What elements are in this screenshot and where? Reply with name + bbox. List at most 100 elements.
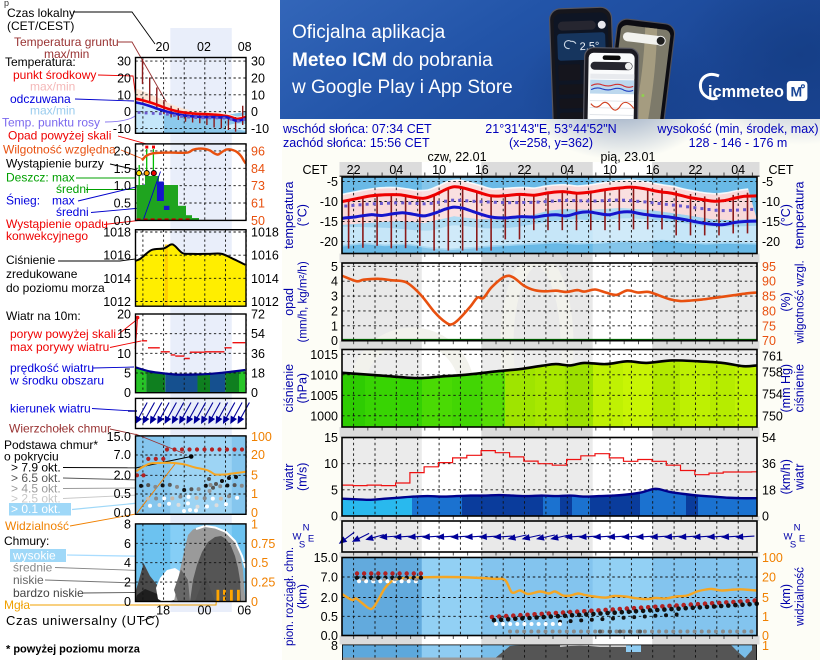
- svg-text:10: 10: [603, 163, 617, 177]
- svg-text:do poziomu morza: do poziomu morza: [6, 281, 105, 295]
- svg-text:0: 0: [251, 506, 258, 520]
- svg-text:95: 95: [762, 260, 776, 274]
- svg-text:10: 10: [432, 163, 446, 177]
- svg-text:temperatura: temperatura: [793, 181, 807, 248]
- svg-text:18: 18: [156, 604, 170, 618]
- svg-text:22: 22: [347, 163, 361, 177]
- svg-text:5: 5: [762, 591, 769, 605]
- svg-text:W: W: [293, 532, 302, 543]
- svg-text:5: 5: [331, 483, 338, 497]
- svg-text:1010: 1010: [310, 368, 338, 382]
- svg-text:Podstawa chmur*: Podstawa chmur*: [4, 438, 98, 452]
- svg-text:Meteo ICM do pobrania: Meteo ICM do pobrania: [292, 50, 493, 71]
- svg-text:w środku obszaru: w środku obszaru: [9, 374, 104, 388]
- svg-text:kierunek wiatru: kierunek wiatru: [10, 402, 91, 416]
- svg-text:50: 50: [251, 214, 265, 228]
- svg-text:16: 16: [646, 163, 660, 177]
- svg-text:0.5: 0.5: [114, 487, 131, 501]
- svg-text:Czas uniwersalny (UTC): Czas uniwersalny (UTC): [6, 613, 160, 628]
- svg-text:10: 10: [251, 88, 265, 102]
- svg-text:> 0.1 okt.: > 0.1 okt.: [11, 502, 61, 516]
- svg-text:128 - 146 - 176 m: 128 - 146 - 176 m: [689, 136, 788, 150]
- svg-text:-5: -5: [762, 175, 773, 189]
- svg-text:2.0: 2.0: [114, 468, 131, 482]
- svg-text:1016: 1016: [251, 249, 279, 263]
- svg-text:0.5: 0.5: [321, 610, 338, 624]
- svg-text:* powyżej poziomu morza: * powyżej poziomu morza: [6, 644, 141, 656]
- svg-text:06: 06: [237, 604, 251, 618]
- svg-text:20: 20: [156, 40, 170, 54]
- svg-text:icmmeteo: icmmeteo: [708, 82, 784, 101]
- svg-text:30: 30: [251, 55, 265, 69]
- svg-text:E: E: [799, 534, 805, 545]
- svg-text:758: 758: [762, 366, 783, 380]
- svg-text:10: 10: [117, 88, 131, 102]
- svg-text:1: 1: [762, 610, 769, 624]
- svg-text:opad: opad: [282, 288, 296, 316]
- svg-text:1015: 1015: [310, 348, 338, 362]
- svg-text:0: 0: [124, 105, 131, 119]
- svg-text:20: 20: [762, 571, 776, 585]
- svg-text:761: 761: [762, 349, 783, 363]
- svg-text:1018: 1018: [103, 226, 131, 240]
- svg-text:> 2.5 okt.: > 2.5 okt.: [11, 492, 61, 506]
- svg-text:Temperatura gruntu: Temperatura gruntu: [14, 35, 119, 49]
- svg-text:0: 0: [331, 510, 338, 524]
- svg-text:18: 18: [251, 367, 265, 381]
- svg-text:1014: 1014: [103, 272, 131, 286]
- svg-text:konwekcyjnego: konwekcyjnego: [6, 229, 88, 243]
- svg-text:(hPa): (hPa): [296, 373, 310, 404]
- svg-text:-10: -10: [320, 195, 338, 209]
- svg-text:wiatr: wiatr: [793, 464, 807, 491]
- svg-text:-20: -20: [320, 235, 338, 249]
- svg-text:zachód słońca: 15:56 CET: zachód słońca: 15:56 CET: [283, 136, 430, 150]
- svg-text:Opad powyżej skali: Opad powyżej skali: [8, 129, 111, 143]
- svg-text:(km): (km): [779, 584, 793, 609]
- svg-text:54: 54: [762, 431, 776, 445]
- svg-text:N: N: [794, 523, 801, 534]
- svg-text:1.0: 1.0: [114, 179, 131, 193]
- svg-text:30: 30: [117, 55, 131, 69]
- svg-text:-15: -15: [762, 215, 780, 229]
- svg-text:Czas lokalny: Czas lokalny: [7, 6, 75, 20]
- svg-text:-10: -10: [113, 122, 131, 136]
- svg-text:Oficjalna aplikacja: Oficjalna aplikacja: [292, 22, 446, 43]
- svg-text:04: 04: [731, 163, 745, 177]
- svg-text:15: 15: [324, 431, 338, 445]
- svg-text:1.5: 1.5: [114, 162, 131, 176]
- svg-text:> 6.5 okt.: > 6.5 okt.: [11, 471, 61, 485]
- svg-text:6: 6: [124, 537, 131, 551]
- svg-text:20: 20: [117, 308, 131, 322]
- svg-text:1012: 1012: [251, 295, 279, 309]
- svg-text:Deszcz:: Deszcz:: [6, 171, 49, 185]
- svg-text:750: 750: [762, 409, 783, 423]
- svg-text:0.5: 0.5: [251, 556, 268, 570]
- svg-text:Wiatr na 10m:: Wiatr na 10m:: [6, 309, 81, 323]
- svg-text:84: 84: [251, 162, 265, 176]
- svg-text:10: 10: [117, 347, 131, 361]
- svg-text:wysokość (min, środek, max): wysokość (min, środek, max): [656, 122, 818, 136]
- svg-text:4: 4: [124, 556, 131, 570]
- svg-text:Wystąpienie burzy: Wystąpienie burzy: [6, 157, 104, 171]
- svg-text:36: 36: [251, 347, 265, 361]
- svg-text:Ciśnienie: Ciśnienie: [6, 253, 56, 267]
- svg-text:pią, 23.01: pią, 23.01: [601, 150, 656, 164]
- svg-text:21°31'43"E, 53°44'52"N: 21°31'43"E, 53°44'52"N: [485, 122, 616, 136]
- svg-text:wiatr: wiatr: [282, 464, 296, 491]
- svg-text:08: 08: [238, 40, 252, 54]
- svg-text:02: 02: [197, 40, 211, 54]
- svg-text:100: 100: [762, 551, 783, 565]
- svg-text:0: 0: [331, 334, 338, 348]
- svg-text:22: 22: [518, 163, 532, 177]
- svg-text:3: 3: [331, 290, 338, 304]
- svg-text:Wystąpienie opadu: Wystąpienie opadu: [6, 217, 108, 231]
- svg-text:5: 5: [251, 468, 258, 482]
- svg-text:0.0: 0.0: [114, 506, 131, 520]
- svg-text:36: 36: [762, 457, 776, 471]
- svg-text:M: M: [790, 84, 802, 100]
- svg-text:Temperatura:: Temperatura:: [5, 55, 76, 69]
- svg-text:75: 75: [762, 319, 776, 333]
- svg-text:Chmury:: Chmury:: [4, 534, 49, 548]
- svg-text:Wilgotność względna: Wilgotność względna: [3, 143, 116, 157]
- svg-text:o pokryciu: o pokryciu: [4, 450, 59, 464]
